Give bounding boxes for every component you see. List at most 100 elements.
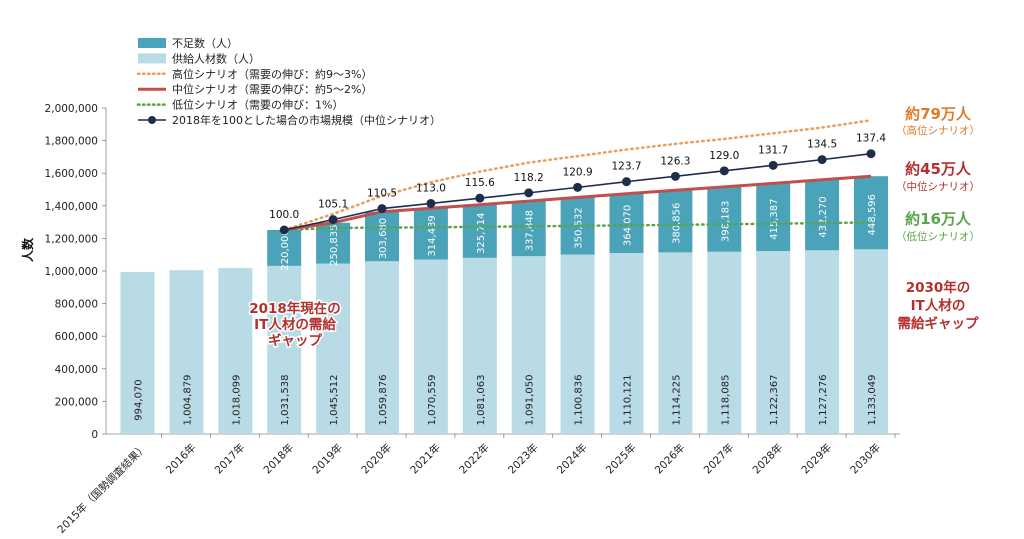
gap-2030-note: 2030年の <box>906 279 971 296</box>
shortage-bar <box>316 222 351 264</box>
annotations: 約79万人（高位シナリオ） 約45万人 （中位シナリオ） 約16万人 （低位シナリオ） 2… <box>248 105 980 351</box>
supply-label: 1,091,050 <box>525 375 536 426</box>
y-tick-label: 0 <box>91 429 98 441</box>
x-tick-label: 2025年 <box>603 441 639 477</box>
supply-bar <box>218 268 253 434</box>
shortage-label: 415,387 <box>769 199 780 240</box>
legend-label: 供給人材数（人） <box>172 51 260 65</box>
supply-bar <box>511 256 546 434</box>
high-gap-value: 約79万人 <box>905 105 972 123</box>
high-gap-scenario: （高位シナリオ） <box>896 124 980 137</box>
shortage-bar <box>756 183 791 252</box>
gap-2030-note: 需給ギャップ <box>898 315 979 332</box>
supply-label: 1,114,225 <box>671 375 682 426</box>
mid-gap-value: 約45万人 <box>905 160 972 178</box>
market-index-label: 123.7 <box>611 161 641 173</box>
x-tick-label: 2018年 <box>261 441 297 477</box>
shortage-bar <box>511 201 546 257</box>
shortage-label: 337,848 <box>525 210 536 251</box>
shortage-label: 350,532 <box>574 207 585 248</box>
supply-label: 1,070,559 <box>427 375 438 426</box>
shortage-label: 448,596 <box>867 194 878 235</box>
gap-2030-note: IT人材の <box>911 297 966 314</box>
supply-label: 1,004,879 <box>182 375 193 426</box>
x-tick-label: 2030年 <box>848 441 884 477</box>
market-index-point <box>279 225 289 235</box>
x-tick-label: 2020年 <box>359 441 395 477</box>
market-index-label: 113.0 <box>416 182 446 194</box>
legend-label: 中位シナリオ（需要の伸び：約5～2%） <box>172 82 372 96</box>
x-tick-label: 2026年 <box>652 441 688 477</box>
supply-label: 1,081,063 <box>476 375 487 426</box>
supply-label: 1,045,512 <box>329 375 340 426</box>
y-tick-label: 600,000 <box>55 331 98 343</box>
market-index-point <box>475 193 485 203</box>
shortage-bar <box>609 193 644 254</box>
y-tick-label: 1,600,000 <box>45 168 98 180</box>
legend-swatch <box>138 53 166 64</box>
market-index-label: 110.5 <box>367 188 397 200</box>
x-tick-label: 2028年 <box>750 441 786 477</box>
scenario-lines: 100.0 105.1 110.5 113.0 115.6 118.2 120.9 123.7… <box>269 118 886 235</box>
supply-label: 1,133,049 <box>867 375 878 426</box>
market-index-point <box>817 155 827 165</box>
bars: 994,070 1,004,879 1,018,099 220,000 1,031,53… <box>120 176 888 434</box>
market-index-label: 118.2 <box>514 172 544 184</box>
shortage-label: 398,183 <box>720 201 731 242</box>
market-index-label: 126.3 <box>660 155 690 167</box>
supply-label: 1,031,538 <box>280 375 291 426</box>
shortage-label: 432,270 <box>818 196 829 237</box>
market-index-label: 129.0 <box>709 150 739 162</box>
x-tick-label: 2029年 <box>799 441 835 477</box>
shortage-label: 303,680 <box>378 218 389 259</box>
low-scenario-line <box>282 221 873 232</box>
supply-bar <box>413 259 448 434</box>
shortage-label: 364,070 <box>623 205 634 246</box>
market-index-label: 131.7 <box>758 144 788 156</box>
supply-bar <box>267 265 302 434</box>
x-tick-label: 2022年 <box>456 441 492 477</box>
legend-label: 不足数（人） <box>172 37 238 50</box>
gap-2018-note: 2018年現在の <box>249 300 341 317</box>
y-tick-label: 1,400,000 <box>45 201 98 213</box>
market-index-point <box>573 182 583 192</box>
y-tick-label: 1,800,000 <box>45 136 98 148</box>
x-tick-label: 2016年 <box>163 441 199 477</box>
supply-label: 1,127,276 <box>818 375 829 426</box>
market-index-point <box>670 171 680 181</box>
y-axis-label: 人数 <box>20 237 35 262</box>
supply-bar <box>462 257 497 434</box>
market-index-point <box>622 177 631 187</box>
market-index-point <box>866 149 876 159</box>
x-tick-label: 2017年 <box>212 441 248 477</box>
x-axis: 2015年（国勢調査結果） 2016年 2017年 2018年 2019年 2020年 20… <box>55 434 896 536</box>
shortage-bar <box>658 190 693 253</box>
supply-label: 1,118,085 <box>720 375 731 426</box>
shortage-bar <box>267 229 302 266</box>
legend-label: 2018年を100とした場合の市場規模（中位シナリオ） <box>172 113 441 127</box>
supply-label: 1,018,099 <box>231 375 242 426</box>
legend-marker <box>148 116 156 124</box>
legend-label: 低位シナリオ（需要の伸び：1%） <box>172 98 343 112</box>
market-index-point <box>426 198 436 208</box>
supply-bar <box>169 270 204 434</box>
supply-label: 1,110,121 <box>623 375 634 426</box>
shortage-label: 220,000 <box>280 229 291 270</box>
gap-2018-note: ギャップ <box>268 333 322 349</box>
supply-label: 1,100,836 <box>574 375 585 426</box>
mid-gap-scenario: （中位シナリオ） <box>896 180 980 193</box>
legend-label: 高位シナリオ（需要の伸び：約9～3%） <box>172 67 372 81</box>
market-index-label: 115.6 <box>465 177 495 189</box>
low-gap-value: 約16万人 <box>905 210 972 228</box>
market-index-point <box>524 188 534 198</box>
shortage-bar <box>707 186 742 252</box>
supply-bar <box>658 252 693 434</box>
supply-bar <box>805 250 840 434</box>
y-tick-label: 1,000,000 <box>45 266 98 278</box>
x-tick-label: 2024年 <box>554 441 590 477</box>
market-index-label: 137.4 <box>856 133 886 145</box>
legend: 不足数（人）供給人材数（人） 高位シナリオ（需要の伸び：約9～3%）中位シナリオ（… <box>136 37 441 127</box>
low-gap-scenario: （低位シナリオ） <box>896 230 980 243</box>
high-scenario-line <box>282 118 873 232</box>
y-tick-label: 2,000,000 <box>45 103 98 115</box>
